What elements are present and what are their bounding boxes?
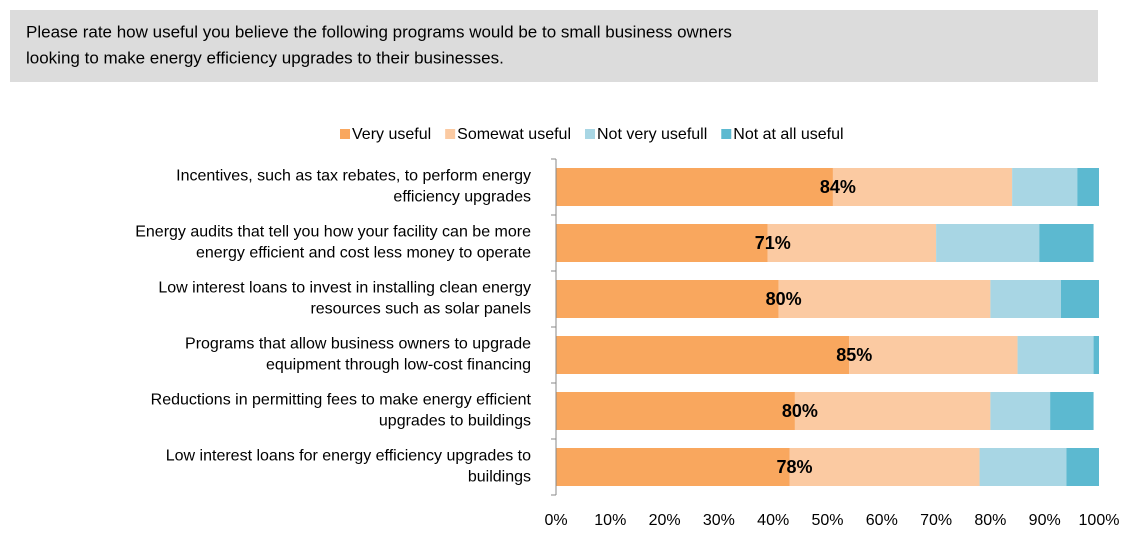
total-label: 80% [782,401,818,421]
bar-segment [1077,168,1099,206]
category-label: buildings [468,469,531,486]
question-box [10,10,1098,82]
bar-segment [794,392,991,430]
bar-segment [556,280,779,318]
bar-segment [556,448,790,486]
category-label: Low interest loans for energy efficiency… [166,448,531,465]
x-tick-label: 90% [1029,512,1061,529]
bar-segment [1093,336,1099,374]
x-tick-label: 20% [649,512,681,529]
legend-swatch [721,129,732,139]
category-label: resources such as solar panels [310,301,531,318]
total-label: 80% [766,289,802,309]
question-line: looking to make energy efficiency upgrad… [26,48,504,67]
bar-segment [556,336,850,374]
legend-label: Somewat useful [457,126,571,143]
category-label: Reductions in permitting fees to make en… [151,392,532,409]
bar-segment [1066,448,1099,486]
legend-label: Not at all useful [733,126,843,143]
bar-segment [990,280,1061,318]
total-label: 71% [755,233,791,253]
category-label: equipment through low-cost financing [266,357,531,374]
question-line: Please rate how useful you believe the f… [26,22,732,41]
bar-segment [1060,280,1099,318]
x-tick-label: 30% [703,512,735,529]
x-tick-label: 0% [544,512,567,529]
total-label: 78% [776,457,812,477]
bar-segment [1012,168,1078,206]
bar-segment [556,392,795,430]
legend-label: Not very usefull [597,126,707,143]
legend-swatch [585,129,595,139]
x-tick-label: 10% [594,512,626,529]
bar-segment [832,168,1013,206]
x-tick-label: 50% [811,512,843,529]
category-label: Programs that allow business owners to u… [185,336,531,353]
category-label: upgrades to buildings [379,413,531,430]
x-tick-label: 60% [866,512,898,529]
bar-segment [778,280,991,318]
bar-segment [979,448,1067,486]
bar-segment [1017,336,1094,374]
bar-segment [849,336,1018,374]
category-label: Low interest loans to invest in installi… [158,280,531,297]
bar-segment [1039,224,1094,262]
legend-swatch [340,129,350,139]
bar-segment [556,168,833,206]
x-tick-label: 40% [757,512,789,529]
bar-segment [1050,392,1094,430]
x-tick-label: 100% [1079,512,1120,529]
x-tick-label: 70% [920,512,952,529]
bar-segment [789,448,980,486]
bar-segment [990,392,1051,430]
x-tick-label: 80% [974,512,1006,529]
category-label: Energy audits that tell you how your fac… [135,224,531,241]
bar-segment [767,224,937,262]
category-label: Incentives, such as tax rebates, to perf… [176,168,531,185]
total-label: 84% [820,177,856,197]
total-label: 85% [836,345,872,365]
bar-segment [556,224,768,262]
category-label: efficiency upgrades [393,189,531,206]
legend-label: Very useful [352,126,431,143]
legend-swatch [445,129,456,139]
bar-segment [936,224,1040,262]
category-label: energy efficient and cost less money to … [196,245,531,262]
